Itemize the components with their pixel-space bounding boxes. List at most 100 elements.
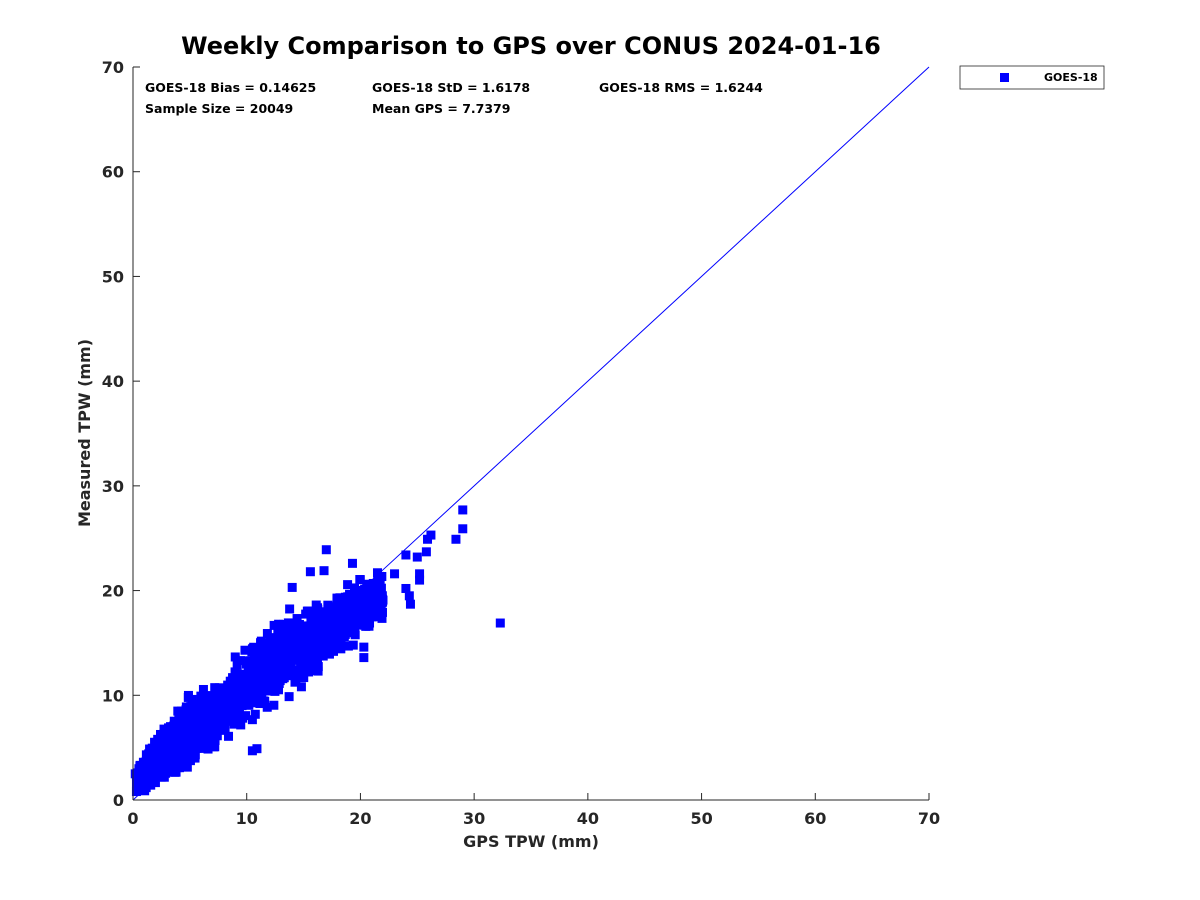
data-point (271, 682, 281, 692)
data-point (171, 739, 181, 749)
data-point (306, 642, 316, 652)
data-point (237, 675, 247, 685)
data-point (140, 786, 150, 796)
chart-title: Weekly Comparison to GPS over CONUS 2024… (181, 32, 881, 60)
data-point (247, 715, 257, 725)
data-point (230, 667, 240, 677)
stat-std: GOES-18 StD = 1.6178 (372, 80, 530, 95)
stat-rms: GOES-18 RMS = 1.6244 (599, 80, 763, 95)
data-point (172, 763, 182, 773)
data-point (215, 683, 225, 693)
x-axis-ticks: 0 10 20 30 40 50 60 70 (127, 793, 940, 828)
data-point (377, 592, 387, 602)
data-point (287, 582, 297, 592)
y-axis-ticks: 0 10 20 30 40 50 60 70 (102, 58, 140, 810)
data-point (196, 715, 206, 725)
x-tick-label: 20 (349, 809, 371, 828)
data-point (362, 585, 372, 595)
data-point (278, 619, 288, 629)
data-point (159, 772, 169, 782)
data-point (334, 623, 344, 633)
stats-panel: GOES-18 Bias = 0.14625 GOES-18 StD = 1.6… (145, 80, 763, 116)
data-point (274, 619, 284, 629)
data-point (495, 618, 505, 628)
data-point (390, 569, 400, 579)
data-point (377, 613, 387, 623)
data-point (269, 700, 279, 710)
data-point (250, 709, 260, 719)
data-point (412, 552, 422, 562)
data-point (421, 547, 431, 557)
data-point (160, 726, 170, 736)
data-point (292, 614, 302, 624)
data-point (336, 604, 346, 614)
data-point (405, 599, 415, 609)
data-point (225, 716, 235, 726)
data-point (218, 692, 228, 702)
data-point (415, 575, 425, 585)
data-point (296, 658, 306, 668)
data-point (348, 610, 358, 620)
data-point (247, 691, 257, 701)
data-point (343, 641, 353, 651)
data-point (370, 597, 380, 607)
data-point (294, 671, 304, 681)
data-point (232, 660, 242, 670)
data-point (190, 753, 200, 763)
data-point (274, 639, 284, 649)
data-point (247, 644, 257, 654)
data-point (199, 709, 209, 719)
data-point (299, 673, 309, 683)
data-point (340, 629, 350, 639)
data-point (211, 708, 221, 718)
legend-box (959, 65, 1105, 90)
data-point (350, 596, 360, 606)
data-point (317, 648, 327, 658)
data-markers (130, 505, 505, 797)
data-point (192, 729, 202, 739)
data-point (157, 745, 167, 755)
data-point (361, 608, 371, 618)
data-point (312, 654, 322, 664)
data-point (343, 580, 353, 590)
data-point (267, 666, 276, 676)
data-point (343, 623, 353, 633)
y-tick-label: 30 (102, 477, 124, 496)
data-point (290, 625, 300, 635)
data-point (285, 604, 295, 614)
data-point (348, 640, 358, 650)
data-point (276, 672, 286, 682)
data-point (332, 606, 342, 616)
data-point (230, 688, 240, 698)
data-point (370, 611, 380, 621)
data-point (300, 650, 310, 660)
data-point (300, 666, 310, 676)
x-tick-label: 30 (463, 809, 485, 828)
data-point (287, 642, 297, 652)
data-point (363, 595, 373, 605)
data-point (415, 569, 425, 579)
data-point (244, 674, 254, 684)
data-point (203, 744, 213, 754)
data-point (227, 696, 237, 706)
x-axis-label: GPS TPW (mm) (463, 832, 599, 851)
data-point (246, 657, 256, 667)
data-point (301, 609, 311, 619)
data-point (282, 666, 292, 676)
data-point (288, 647, 298, 657)
data-point (183, 735, 193, 745)
data-point (290, 677, 300, 687)
data-point (262, 642, 272, 652)
data-point (274, 657, 284, 667)
data-point (145, 744, 155, 754)
data-point (305, 567, 315, 577)
y-tick-label: 70 (102, 58, 124, 77)
data-point (240, 697, 250, 707)
data-point (252, 655, 262, 665)
data-point (202, 721, 212, 731)
data-point (331, 618, 341, 628)
data-point (258, 666, 268, 676)
data-point (321, 545, 331, 555)
y-tick-label: 0 (113, 791, 124, 810)
